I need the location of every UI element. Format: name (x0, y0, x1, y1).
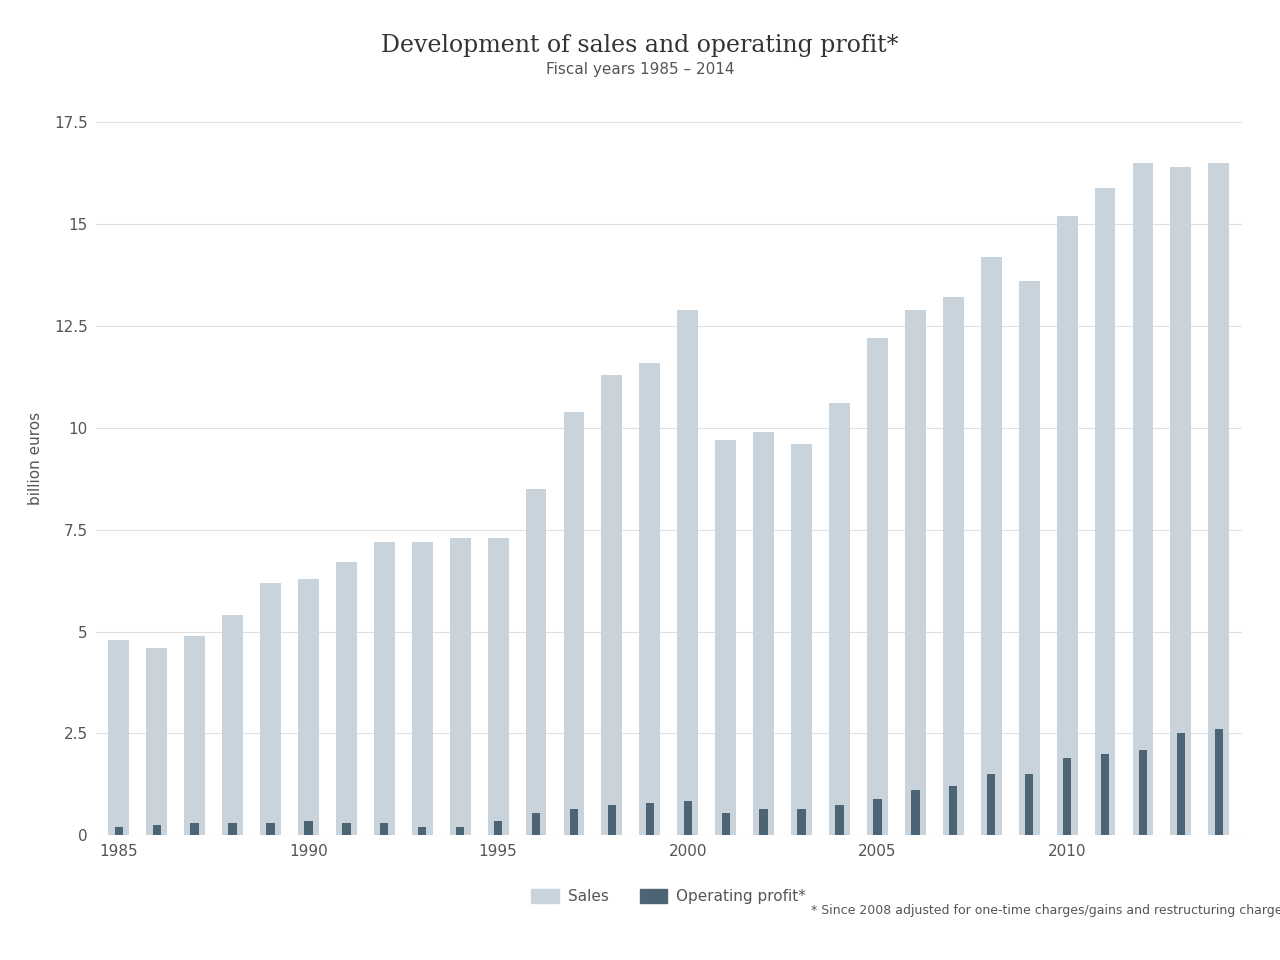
Bar (829, 403, 850, 835)
Bar (791, 444, 812, 835)
Text: Fiscal years 1985 – 2014: Fiscal years 1985 – 2014 (545, 62, 735, 78)
Bar (298, 579, 319, 835)
Bar (950, 786, 957, 835)
Bar (374, 541, 394, 835)
Bar (570, 808, 579, 835)
Bar (563, 412, 585, 835)
Bar (342, 823, 351, 835)
Bar (456, 828, 465, 835)
Bar (152, 825, 161, 835)
Bar (228, 823, 237, 835)
Bar (677, 310, 698, 835)
Bar (532, 813, 540, 835)
Bar (797, 808, 805, 835)
Bar (1101, 754, 1110, 835)
Bar (905, 310, 925, 835)
Bar (980, 256, 1002, 835)
Bar (1208, 163, 1229, 835)
Bar (191, 823, 198, 835)
Bar (146, 648, 168, 835)
Y-axis label: billion euros: billion euros (28, 412, 42, 505)
Bar (943, 298, 964, 835)
Bar (305, 821, 312, 835)
Bar (1025, 774, 1033, 835)
Bar (223, 615, 243, 835)
Bar (1019, 281, 1039, 835)
Text: * Since 2008 adjusted for one-time charges/gains and restructuring charges: * Since 2008 adjusted for one-time charg… (810, 903, 1280, 917)
Bar (419, 828, 426, 835)
Bar (602, 375, 622, 835)
Bar (412, 541, 433, 835)
Bar (449, 538, 471, 835)
Bar (1057, 216, 1078, 835)
Bar (759, 808, 768, 835)
Bar (1133, 163, 1153, 835)
Bar (526, 489, 547, 835)
Bar (488, 538, 508, 835)
Bar (335, 563, 357, 835)
Bar (184, 636, 205, 835)
Bar (1062, 757, 1071, 835)
Bar (867, 338, 888, 835)
Bar (1170, 167, 1192, 835)
Bar (266, 823, 275, 835)
Bar (722, 813, 730, 835)
Bar (645, 803, 654, 835)
Bar (753, 432, 774, 835)
Bar (987, 774, 996, 835)
Bar (640, 363, 660, 835)
Bar (608, 804, 616, 835)
Bar (115, 828, 123, 835)
Legend: Sales, Operating profit*: Sales, Operating profit* (525, 883, 813, 910)
Bar (836, 804, 844, 835)
Bar (380, 823, 388, 835)
Bar (716, 440, 736, 835)
Bar (494, 821, 502, 835)
Bar (684, 801, 692, 835)
Bar (1094, 187, 1115, 835)
Bar (1139, 750, 1147, 835)
Bar (1176, 733, 1185, 835)
Bar (109, 639, 129, 835)
Bar (1215, 730, 1222, 835)
Bar (873, 799, 882, 835)
Bar (911, 790, 919, 835)
Bar (260, 583, 280, 835)
Text: Development of sales and operating profit*: Development of sales and operating profi… (381, 34, 899, 57)
